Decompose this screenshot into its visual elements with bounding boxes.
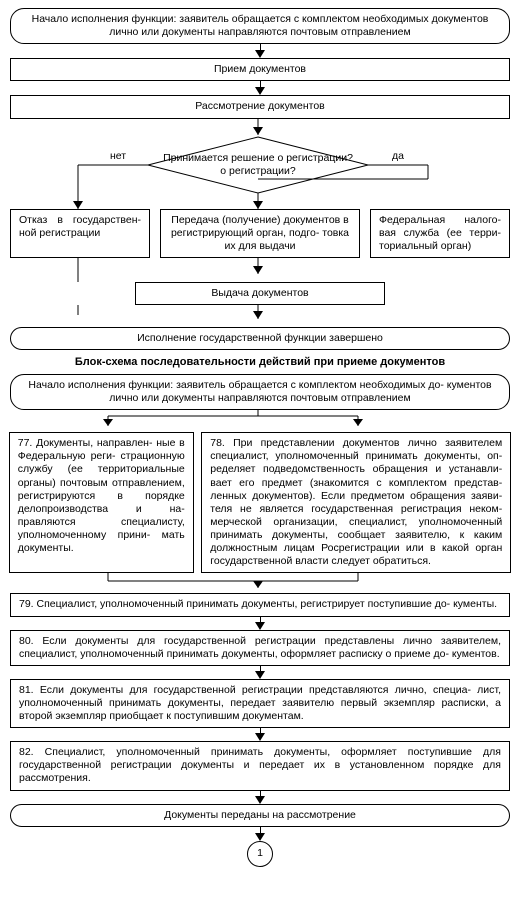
connector bbox=[8, 44, 512, 58]
mid-row: Отказ в государствен- ной регистрации Пе… bbox=[8, 209, 512, 258]
start-node: Начало исполнения функции: заявитель обр… bbox=[10, 8, 510, 44]
decision-line1: Принимается решение о регистрации? bbox=[163, 152, 353, 164]
refusal-node: Отказ в государствен- ной регистрации bbox=[10, 209, 150, 258]
mid-connectors bbox=[8, 258, 508, 282]
box-77: 77. Документы, направлен- ные в Федераль… bbox=[9, 432, 194, 573]
done-node: Исполнение государственной функции завер… bbox=[10, 327, 510, 350]
sec2-split bbox=[8, 410, 508, 432]
sec2-end: Документы переданы на рассмотрение bbox=[10, 804, 510, 827]
decision-svg: Принимается решение о регистрации? о рег… bbox=[8, 119, 508, 209]
label-no: нет bbox=[110, 150, 126, 162]
section2-title: Блок-схема последовательности действий п… bbox=[8, 356, 512, 370]
transfer-node: Передача (получение) документов в регист… bbox=[160, 209, 360, 258]
connector bbox=[8, 791, 512, 804]
connector bbox=[8, 827, 512, 841]
label-yes: да bbox=[392, 150, 404, 162]
sec2-merge bbox=[8, 573, 508, 593]
sec2-row: 77. Документы, направлен- ные в Федераль… bbox=[8, 432, 512, 573]
fts-node: Федеральная налого- вая служба (ее терри… bbox=[370, 209, 510, 258]
connector bbox=[8, 666, 512, 679]
box-78: 78. При представлении документов лично з… bbox=[201, 432, 511, 573]
intake-node: Прием документов bbox=[10, 58, 510, 81]
connector bbox=[8, 617, 512, 630]
connector bbox=[8, 728, 512, 741]
box-82: 82. Специалист, уполномоченный принимать… bbox=[10, 741, 510, 790]
box-80: 80. Если документы для государственной р… bbox=[10, 630, 510, 666]
box-81: 81. Если документы для государственной р… bbox=[10, 679, 510, 728]
svg-text:о регистрации?: о регистрации? bbox=[220, 165, 296, 177]
issue-node: Выдача документов bbox=[135, 282, 385, 305]
box-79: 79. Специалист, уполномоченный принимать… bbox=[10, 593, 510, 616]
sec2-start: Начало исполнения функции: заявитель обр… bbox=[10, 374, 510, 410]
connector bbox=[8, 81, 512, 95]
page-connector: 1 bbox=[247, 841, 273, 867]
review-node: Рассмотрение документов bbox=[10, 95, 510, 118]
issue-to-done bbox=[8, 305, 508, 327]
page-number: 1 bbox=[257, 847, 263, 860]
